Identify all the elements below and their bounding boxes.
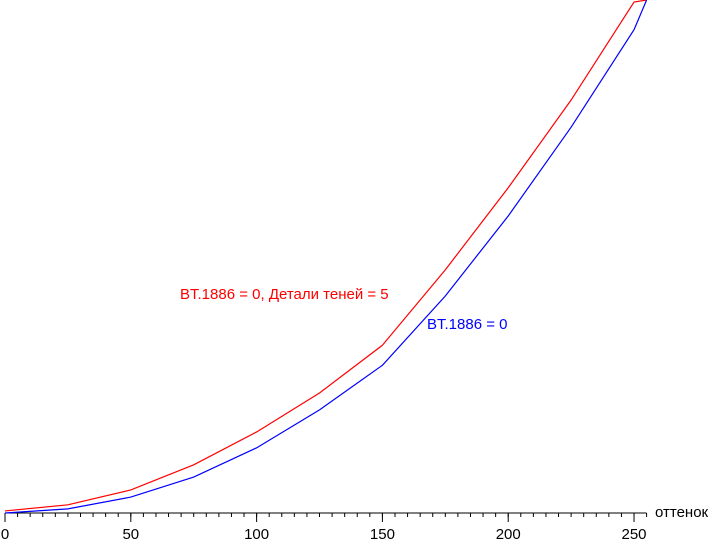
x-tick-label: 150 [370, 526, 395, 542]
x-tick-label: 200 [496, 526, 521, 542]
x-tick-label: 0 [1, 526, 9, 542]
line-series [4, 0, 647, 512]
series-label: BT.1886 = 0 [427, 316, 507, 333]
line-series [4, 0, 648, 514]
x-tick-label: 100 [244, 526, 269, 542]
x-tick-label: 50 [122, 526, 139, 542]
series-label: BT.1886 = 0, Детали теней = 5 [180, 286, 389, 303]
x-axis-label: оттенок [655, 504, 709, 521]
x-tick-label: 250 [622, 526, 647, 542]
